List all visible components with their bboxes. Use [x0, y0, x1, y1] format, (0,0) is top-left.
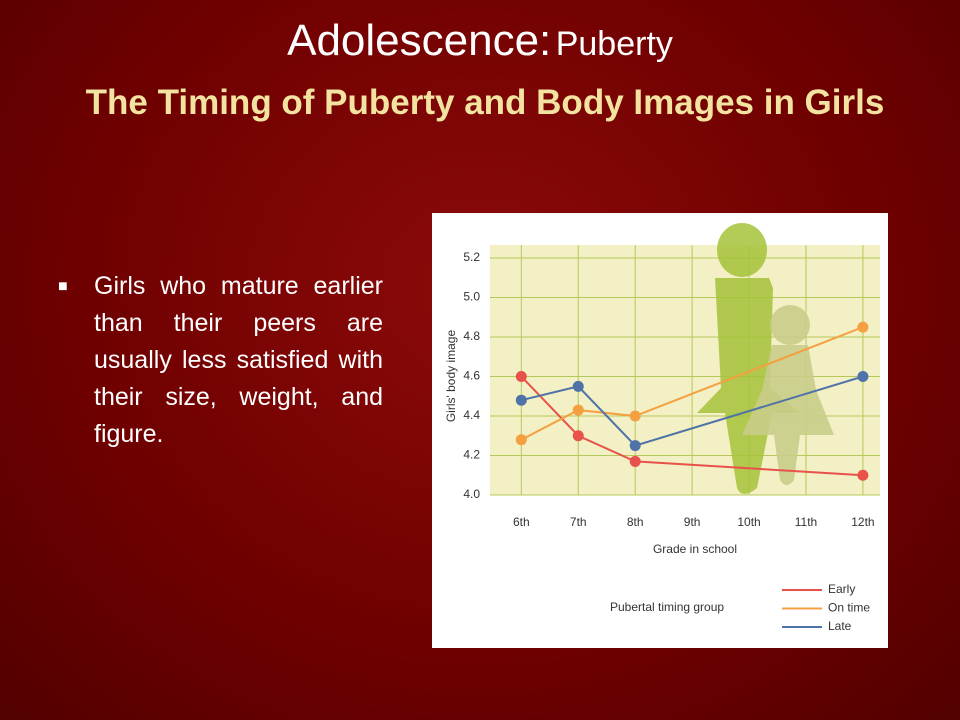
slide-title: Adolescence: Puberty	[0, 16, 960, 66]
data-point	[629, 410, 641, 422]
x-tick-label: 6th	[513, 515, 530, 529]
data-point	[515, 394, 527, 406]
bullet-mark: ■	[58, 278, 68, 295]
series-line	[520, 375, 863, 477]
x-axis-label: Grade in school	[653, 542, 737, 556]
data-point	[572, 430, 584, 442]
y-tick-label: 4.4	[463, 408, 480, 422]
x-tick-label: 9th	[684, 515, 701, 529]
data-point	[572, 380, 584, 392]
x-tick-label: 8th	[627, 515, 644, 529]
data-point	[629, 440, 641, 452]
data-point	[515, 371, 527, 382]
title-main: Adolescence:	[287, 16, 552, 65]
bullet-list: ■ Girls who mature earlier than their pee…	[58, 268, 383, 453]
legend-label: Early	[828, 582, 855, 596]
y-tick-label: 4.2	[463, 448, 480, 462]
plot	[515, 321, 869, 481]
x-tick-label: 7th	[570, 515, 587, 529]
subtitle: The Timing of Puberty and Body Images in…	[85, 83, 885, 122]
data-point	[857, 469, 869, 481]
silhouette-large	[697, 223, 800, 494]
title-sub: Puberty	[555, 25, 673, 63]
data-point	[515, 434, 527, 446]
data-point	[572, 404, 584, 416]
bullet-text: Girls who mature earlier than their peer…	[94, 272, 383, 448]
y-axis-label: Girls' body image	[444, 330, 458, 423]
x-tick-label: 11th	[795, 515, 817, 529]
series-line	[520, 326, 864, 441]
legend-label: Late	[828, 619, 852, 633]
data-point	[629, 455, 641, 467]
legend-title: Pubertal timing group	[610, 600, 724, 614]
series-line	[521, 375, 864, 447]
data-point	[857, 371, 869, 382]
legend-label: On time	[828, 601, 870, 615]
x-tick-label: 10th	[737, 515, 760, 529]
y-tick-label: 4.8	[463, 329, 480, 343]
bullet: ■ Girls who mature earlier than their pee…	[58, 268, 383, 453]
x-tick-label: 12th	[851, 515, 874, 529]
y-tick-label: 4.6	[463, 369, 480, 383]
plot-area	[490, 245, 880, 495]
y-tick-label: 5.2	[463, 250, 480, 264]
silhouette-small	[742, 305, 834, 485]
y-tick-label: 4.0	[463, 487, 480, 501]
y-tick-label: 5.0	[463, 290, 480, 304]
data-point	[857, 321, 869, 333]
